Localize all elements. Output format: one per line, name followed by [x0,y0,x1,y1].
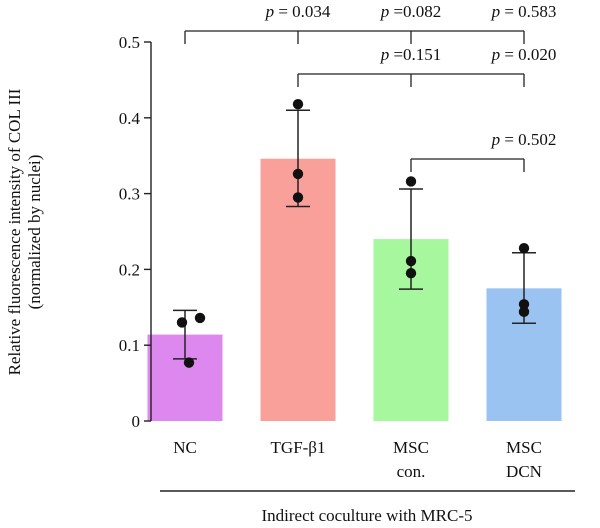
significance-brackets: p = 0.034 p =0.082 p = 0.583 p =0.151 p = 0.… [184,2,557,172]
y-tick-label: 0.5 [119,33,140,52]
category-label: MSC [506,438,542,457]
y-axis-title-line-1: Relative fluorescence intensity of COL I… [5,88,24,375]
p-value-label: p =0.151 [380,45,442,64]
data-point [292,192,304,203]
y-tick-label: 0 [132,412,141,431]
y-tick-label: 0.3 [119,185,140,204]
data-point [518,299,530,310]
category-label: DCN [506,462,542,481]
category-label: MSC [393,438,429,457]
x-category-labels: NC TGF-β1 MSC con. MSC DCN [173,438,542,481]
category-label: TGF-β1 [271,438,326,457]
data-point [292,168,304,180]
p-value-label: p = 0.034 [265,2,331,21]
p-value-label: p = 0.020 [491,45,557,64]
data-point [518,306,530,318]
data-point [405,267,417,279]
y-axis-title-line-2: (normalized by nuclei) [25,155,44,310]
y-ticks: 0 0.1 0.2 0.3 0.4 0.5 [119,33,151,431]
data-point [405,176,417,187]
y-axis-title: Relative fluorescence intensity of COL I… [5,88,44,375]
data-point [518,242,530,254]
error-bars [173,109,536,360]
category-label: con. [397,462,426,481]
data-point [292,98,304,110]
y-tick-label: 0.1 [119,336,140,355]
x-axis-title: Indirect coculture with MRC-5 [261,506,472,525]
y-tick-label: 0.4 [119,109,141,128]
data-point [194,312,206,324]
data-point [176,317,188,328]
p-value-label: p = 0.502 [491,130,557,149]
data-points [176,98,530,368]
y-tick-label: 0.2 [119,260,140,279]
category-label: NC [173,438,197,457]
data-point [405,255,417,267]
p-value-label: p =0.082 [380,2,442,21]
data-point [183,357,195,368]
bars [147,158,562,421]
p-value-label: p = 0.583 [491,2,557,21]
